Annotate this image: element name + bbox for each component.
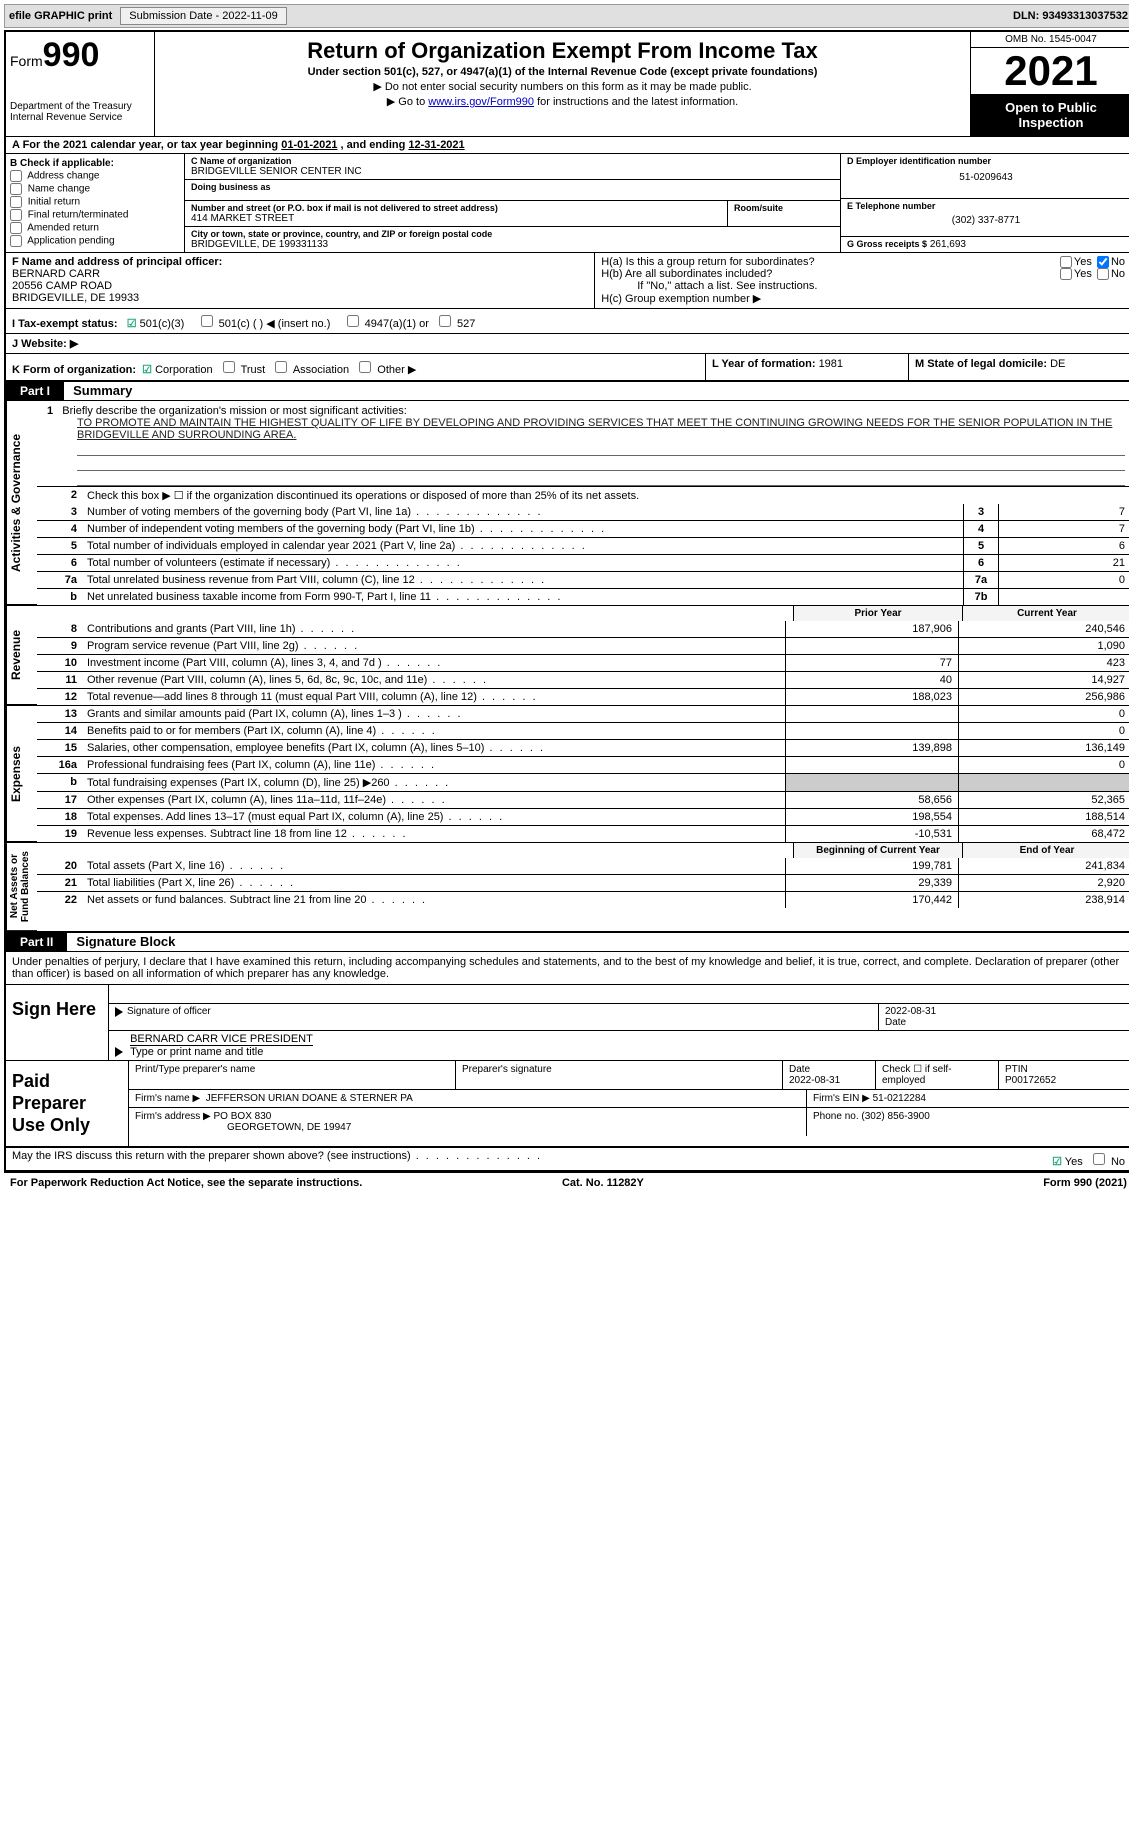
- row-a: A For the 2021 calendar year, or tax yea…: [6, 137, 1129, 154]
- ein: 51-0209643: [847, 172, 1125, 183]
- top-bar: efile GRAPHIC print Submission Date - 20…: [4, 4, 1129, 28]
- irs-link[interactable]: www.irs.gov/Form990: [428, 96, 534, 108]
- sig-intro: Under penalties of perjury, I declare th…: [6, 952, 1129, 985]
- side-activities: Activities & Governance: [6, 401, 37, 605]
- hb-yes[interactable]: [1060, 268, 1072, 280]
- checkbox-b-item: Application pending: [10, 235, 180, 247]
- officer-name: BERNARD CARR VICE PRESIDENT: [130, 1033, 313, 1045]
- note-ssn: ▶ Do not enter social security numbers o…: [159, 80, 966, 93]
- checkbox-b-item: Initial return: [10, 196, 180, 208]
- row-klm: K Form of organization: ☑ Corporation Tr…: [6, 354, 1129, 382]
- checkbox-b-item: Address change: [10, 170, 180, 182]
- dept-label: Department of the Treasury Internal Reve…: [10, 101, 150, 123]
- footer: For Paperwork Reduction Act Notice, see …: [4, 1173, 1129, 1193]
- k-trust[interactable]: [223, 361, 235, 373]
- submission-date-button[interactable]: Submission Date - 2022-11-09: [120, 7, 286, 25]
- block-f: F Name and address of principal officer:…: [6, 253, 595, 308]
- checkbox-b-item: Amended return: [10, 222, 180, 234]
- checkbox-b-item: Final return/terminated: [10, 209, 180, 221]
- checkbox-b-item: Name change: [10, 183, 180, 195]
- efile-label: efile GRAPHIC print: [9, 10, 112, 22]
- firm-name: JEFFERSON URIAN DOANE & STERNER PA: [206, 1093, 413, 1104]
- org-street: 414 MARKET STREET: [191, 213, 721, 224]
- k-other[interactable]: [359, 361, 371, 373]
- row-j: J Website: ▶: [6, 334, 1129, 354]
- form-title: Return of Organization Exempt From Incom…: [159, 38, 966, 64]
- i-501c[interactable]: [201, 315, 213, 327]
- row-i: I Tax-exempt status: ☑ 501(c)(3) 501(c) …: [6, 309, 1129, 334]
- discuss-row: May the IRS discuss this return with the…: [6, 1148, 1129, 1171]
- col-d: D Employer identification number 51-0209…: [840, 154, 1129, 252]
- i-527[interactable]: [439, 315, 451, 327]
- hb-no[interactable]: [1097, 268, 1109, 280]
- i-4947[interactable]: [347, 315, 359, 327]
- paid-preparer-label: Paid Preparer Use Only: [6, 1061, 129, 1146]
- part2-bar: Part II Signature Block: [6, 933, 1129, 952]
- col-c: C Name of organization BRIDGEVILLE SENIO…: [185, 154, 840, 252]
- note-link: ▶ Go to www.irs.gov/Form990 for instruct…: [159, 95, 966, 108]
- side-revenue: Revenue: [6, 606, 37, 705]
- discuss-no[interactable]: [1093, 1153, 1105, 1165]
- col-b: B Check if applicable: Address change Na…: [6, 154, 185, 252]
- tax-year: 2021: [971, 48, 1129, 94]
- open-inspection: Open to Public Inspection: [971, 94, 1129, 136]
- dln: DLN: 93493313037532: [1013, 10, 1128, 22]
- block-h: H(a) Is this a group return for subordin…: [595, 253, 1129, 308]
- part1-bar: Part I Summary: [6, 382, 1129, 401]
- ha-yes[interactable]: [1060, 256, 1072, 268]
- org-city: BRIDGEVILLE, DE 199331133: [191, 239, 834, 250]
- org-name: BRIDGEVILLE SENIOR CENTER INC: [191, 166, 834, 177]
- header-right: OMB No. 1545-0047 2021 Open to Public In…: [970, 32, 1129, 136]
- gross-receipts: 261,693: [930, 239, 966, 250]
- side-expenses: Expenses: [6, 706, 37, 842]
- form-990: Form990 Department of the Treasury Inter…: [4, 30, 1129, 1173]
- ha-no[interactable]: [1097, 256, 1109, 268]
- k-assoc[interactable]: [275, 361, 287, 373]
- side-netassets: Net Assets or Fund Balances: [6, 843, 37, 931]
- form-subtitle: Under section 501(c), 527, or 4947(a)(1)…: [159, 66, 966, 78]
- phone: (302) 337-8771: [847, 215, 1125, 226]
- mission-text: TO PROMOTE AND MAINTAIN THE HIGHEST QUAL…: [77, 417, 1112, 441]
- sign-here: Sign Here: [6, 985, 109, 1060]
- header-left: Form990 Department of the Treasury Inter…: [6, 32, 155, 136]
- header-mid: Return of Organization Exempt From Incom…: [155, 32, 970, 136]
- omb: OMB No. 1545-0047: [971, 32, 1129, 48]
